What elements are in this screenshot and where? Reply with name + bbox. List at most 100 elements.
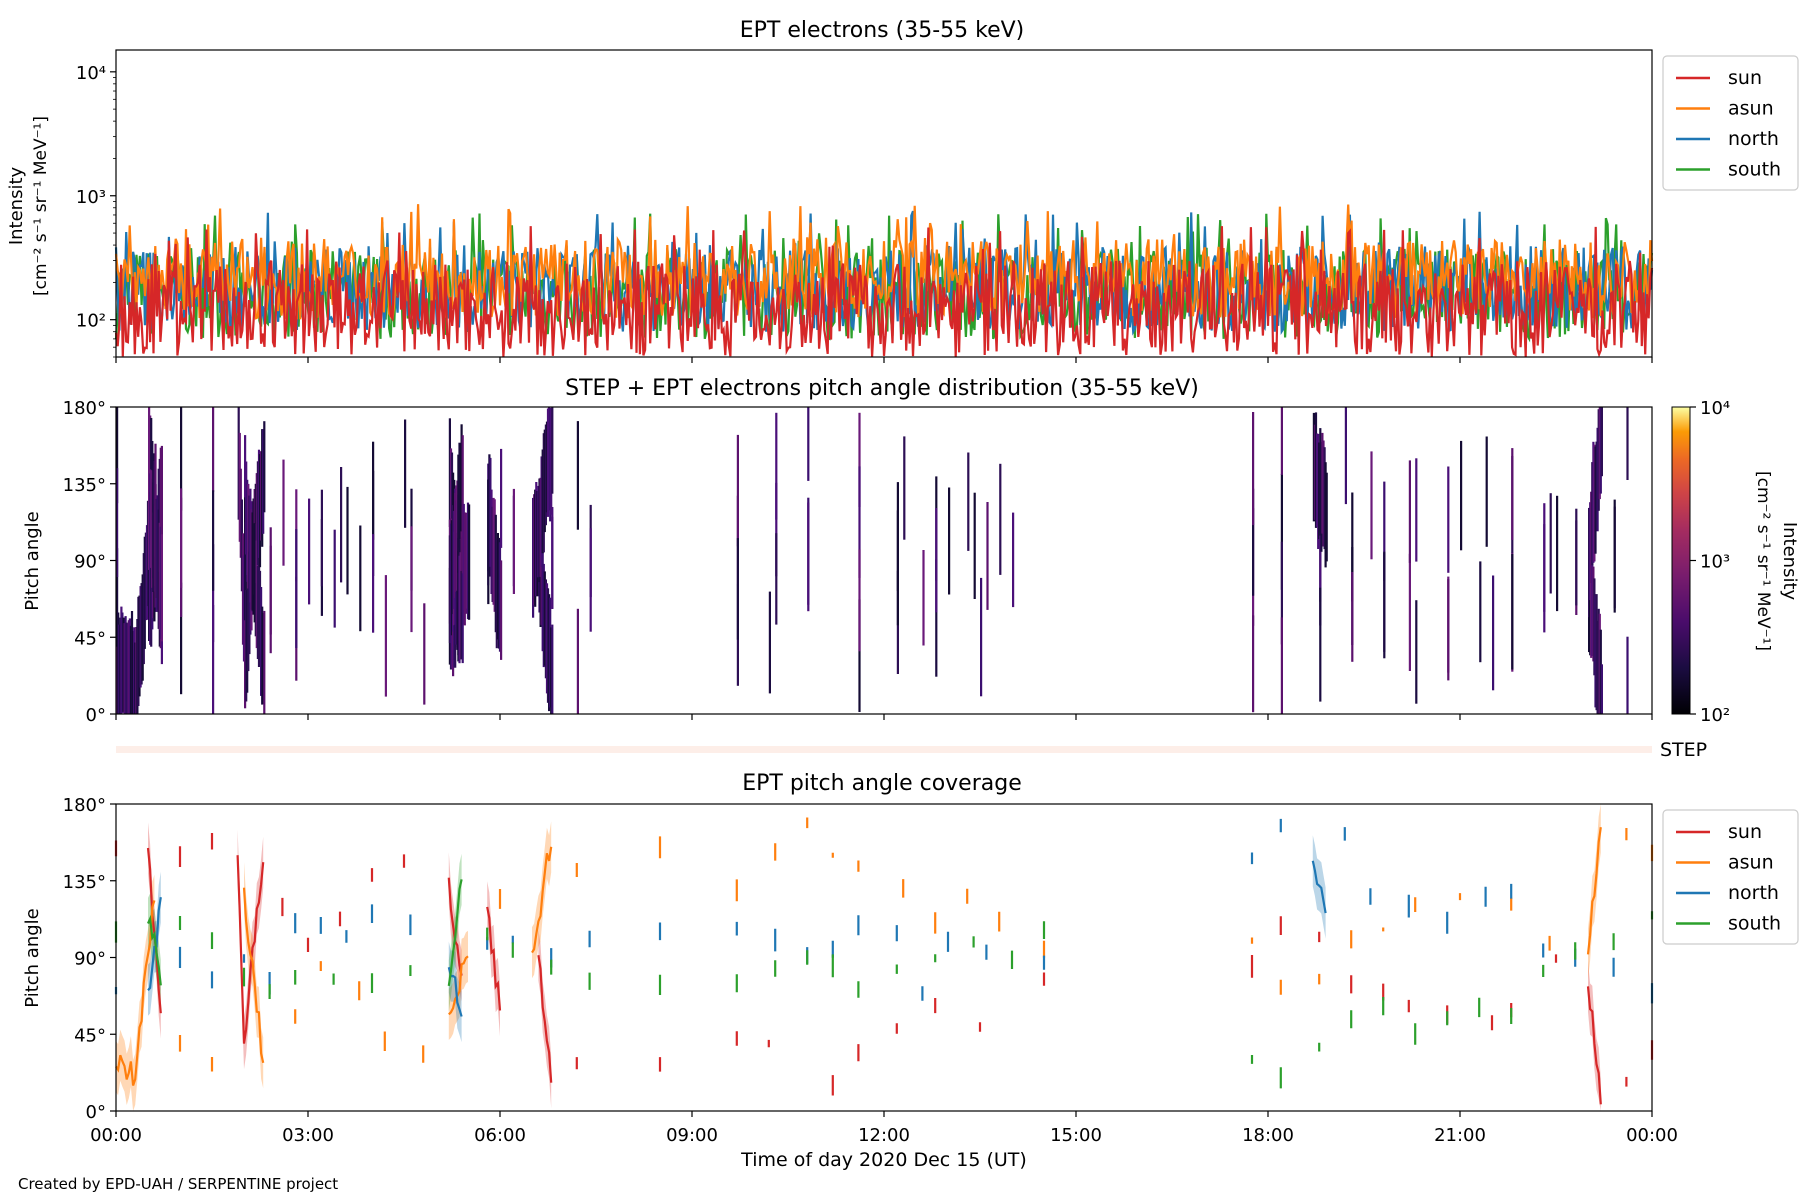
pad-cell <box>775 533 778 625</box>
pad-cell <box>180 582 183 695</box>
pad-cell <box>922 550 925 646</box>
coverage-line-asun <box>242 887 265 1064</box>
pad-cell <box>404 419 407 528</box>
pad-cell <box>551 516 554 609</box>
coverage-line-asun <box>531 846 553 954</box>
x-tick-label: 18:00 <box>1242 1125 1294 1146</box>
pad-cell <box>359 525 362 632</box>
pad-cell <box>160 445 163 548</box>
pad-cell <box>858 549 861 652</box>
x-tick-label: 03:00 <box>282 1125 334 1146</box>
pad-cell <box>346 486 349 595</box>
pad-cell <box>1370 451 1373 560</box>
pad-cell <box>116 407 119 504</box>
colorbar-tick-label: 10⁴ <box>1700 398 1730 419</box>
coverage-line-sun <box>236 855 265 1044</box>
coverage-line-south <box>146 914 162 986</box>
legend-label-north: north <box>1728 882 1779 904</box>
y-tick-label: 10³ <box>76 187 106 208</box>
legend-box <box>1662 809 1799 945</box>
pad-cell <box>768 591 771 694</box>
y-tick-label: 90° <box>74 552 106 573</box>
pad-cell <box>116 548 119 647</box>
pad-cell <box>263 610 266 714</box>
y-tick-label: 45° <box>74 628 106 649</box>
pad-cell <box>1543 524 1546 633</box>
pad-cell <box>807 502 810 612</box>
x-tick-label: 00:00 <box>1626 1125 1678 1146</box>
panel3-series <box>114 804 1654 1111</box>
pad-cell <box>1351 572 1354 662</box>
pad-cell <box>143 536 146 649</box>
coverage-line-sun <box>486 906 502 1011</box>
legend-label-sun: sun <box>1728 67 1762 89</box>
panel3-frame <box>115 803 1653 1112</box>
pad-cell <box>1383 481 1386 581</box>
y-tick-label: 45° <box>74 1025 106 1046</box>
pad-cell <box>980 577 983 697</box>
panel-electrons: EPT electrons (35-55 keV) 10² 10³ 10⁴ Inte… <box>6 18 1799 363</box>
pad-cell <box>212 407 215 492</box>
pad-cell <box>151 470 154 588</box>
pad-cell <box>180 488 183 588</box>
panel2-title: STEP + EPT electrons pitch angle distrib… <box>565 376 1199 401</box>
pad-cell <box>1252 488 1255 596</box>
pad-cell <box>468 504 471 620</box>
pad-cell <box>1344 407 1347 505</box>
coverage-line-north <box>1311 860 1327 914</box>
pad-cell <box>308 498 311 605</box>
legend-label-south: south <box>1728 159 1781 181</box>
panel1-legend: sun asun north south <box>1662 55 1799 191</box>
y-tick-label: 90° <box>74 949 106 970</box>
pad-cell <box>1280 473 1283 590</box>
pad-cell <box>858 466 861 578</box>
pad-cell <box>159 526 162 639</box>
panel1-ylabel-line1: Intensity <box>6 166 27 245</box>
footer-credit: Created by EPD-UAH / SERPENTINE project <box>18 1175 339 1193</box>
coverage-line-north <box>147 897 162 991</box>
pad-cell <box>775 412 778 520</box>
coverage-line-sun <box>537 955 553 1083</box>
pad-cell <box>589 528 592 632</box>
panel3-title: EPT pitch angle coverage <box>742 771 1022 796</box>
panel-coverage: EPT pitch angle coverage 0° 45° 90° 135° 180… <box>22 771 1799 1171</box>
pad-cell <box>1319 532 1322 626</box>
pad-cell <box>212 605 215 714</box>
series-line-sun <box>114 226 1654 358</box>
pad-cell <box>269 527 272 635</box>
pad-cell <box>212 544 215 643</box>
pad-cell <box>858 599 861 712</box>
pad-cell <box>576 421 579 530</box>
pad-cell <box>263 421 266 513</box>
legend-label-north: north <box>1728 128 1779 150</box>
pad-cell <box>384 575 387 697</box>
pad-cell <box>1591 561 1594 656</box>
y-tick-label: 0° <box>86 1102 106 1123</box>
coverage-line-asun <box>448 955 469 1016</box>
pad-cell <box>1591 462 1594 566</box>
legend-label-asun: asun <box>1728 98 1774 120</box>
pad-cell <box>372 534 375 633</box>
pad-cell <box>1408 460 1411 563</box>
pad-cell <box>1319 587 1322 702</box>
pad-cell <box>1319 428 1322 536</box>
pad-cell <box>116 468 119 577</box>
panel3-ylabel: Pitch angle <box>22 908 43 1007</box>
pad-cell <box>1252 412 1255 526</box>
pad-cell <box>500 560 503 660</box>
pad-cell <box>1599 407 1602 494</box>
pad-cell <box>551 407 554 494</box>
pad-cell <box>736 434 739 547</box>
pad-cell <box>1415 600 1418 704</box>
x-tick-label: 15:00 <box>1050 1125 1102 1146</box>
colorbar-ticks: 10² 10³ 10⁴ <box>1690 398 1730 726</box>
pad-cell <box>551 624 554 714</box>
panel2-x-ticks <box>115 714 1653 720</box>
pad-cell <box>1485 436 1488 547</box>
pad-cell <box>1600 407 1603 477</box>
pad-cell <box>967 452 970 551</box>
step-strip: STEP <box>116 739 1707 761</box>
pad-cell <box>999 463 1002 575</box>
y-tick-label: 180° <box>63 795 106 816</box>
